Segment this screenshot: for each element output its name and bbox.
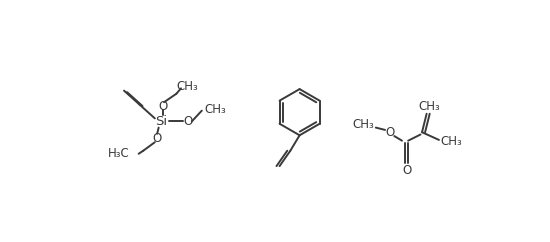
Text: CH₃: CH₃: [205, 103, 227, 116]
Text: O: O: [158, 99, 167, 113]
Text: H₃C: H₃C: [108, 147, 129, 160]
Text: Si: Si: [155, 115, 167, 128]
Text: O: O: [402, 164, 411, 177]
Text: O: O: [152, 132, 162, 145]
Text: O: O: [385, 126, 394, 139]
Text: CH₃: CH₃: [419, 99, 441, 113]
Text: CH₃: CH₃: [441, 135, 462, 148]
Text: O: O: [183, 115, 192, 128]
Text: CH₃: CH₃: [177, 80, 198, 92]
Text: CH₃: CH₃: [353, 118, 375, 131]
